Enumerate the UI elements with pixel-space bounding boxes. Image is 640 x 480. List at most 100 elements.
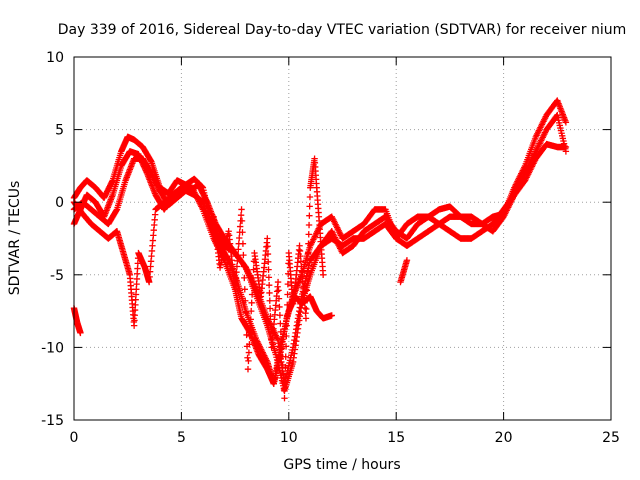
data-point — [267, 313, 274, 320]
data-point — [283, 322, 290, 329]
data-point — [247, 316, 254, 323]
data-point — [303, 287, 311, 294]
data-point — [238, 206, 245, 213]
data-point — [277, 328, 285, 336]
y-tick-label: -10 — [41, 340, 64, 356]
data-point — [248, 291, 256, 298]
data-point — [284, 301, 291, 309]
x-tick-label: 15 — [387, 430, 405, 446]
data-point — [241, 274, 248, 282]
data-point — [250, 266, 257, 273]
data-point — [244, 354, 251, 361]
data-point — [264, 235, 271, 242]
data-point — [305, 231, 312, 238]
data-point — [283, 312, 291, 319]
data-point — [248, 299, 255, 307]
data-point — [282, 363, 289, 371]
data-point — [232, 274, 240, 282]
data-point — [266, 297, 273, 304]
y-tick-label: 10 — [46, 50, 64, 66]
data-point — [278, 336, 285, 344]
data-point — [245, 349, 253, 356]
data-point — [249, 283, 256, 290]
x-tick-label: 0 — [70, 430, 79, 446]
data-point — [232, 280, 239, 287]
data-point — [306, 203, 313, 210]
data-point — [235, 246, 242, 253]
data-point — [304, 277, 311, 285]
data-point — [265, 281, 273, 289]
data-point — [277, 320, 284, 327]
chart-title: Day 339 of 2016, Sidereal Day-to-day VTE… — [58, 22, 627, 38]
data-point — [242, 308, 249, 316]
data-point — [240, 263, 248, 270]
series-spikes — [70, 155, 411, 402]
data-point — [303, 296, 310, 303]
y-axis-ticks: -15 -10 -5 0 5 10 — [41, 50, 611, 429]
data-point — [319, 271, 327, 278]
data-point — [234, 251, 242, 259]
y-tick-label: -5 — [50, 268, 64, 284]
x-axis-label: GPS time / hours — [283, 457, 400, 473]
data-point — [275, 295, 283, 302]
data-point — [280, 378, 287, 385]
y-axis-label: SDTVAR / TECUs — [7, 181, 23, 296]
data-point — [304, 259, 312, 266]
data-point — [282, 353, 289, 360]
data-point — [274, 278, 282, 286]
y-tick-label: -15 — [41, 413, 64, 429]
data-point — [234, 257, 241, 264]
data-point — [279, 370, 287, 377]
data-point — [305, 221, 313, 229]
data-point — [246, 341, 253, 348]
data-point — [265, 266, 272, 273]
data-point — [276, 303, 283, 311]
plot-frame — [73, 56, 612, 421]
x-tick-label: 10 — [280, 430, 298, 446]
x-tick-label: 5 — [177, 430, 186, 446]
data-point — [233, 269, 240, 276]
data-point — [238, 217, 246, 225]
data-point — [284, 280, 292, 288]
data-point — [302, 315, 310, 322]
data-point — [264, 250, 272, 258]
data-point — [248, 307, 255, 315]
data-point — [303, 305, 310, 313]
data-point — [245, 357, 252, 365]
data-point — [247, 324, 254, 331]
x-axis-ticks: 0 5 10 15 20 25 — [70, 57, 620, 446]
data-point — [306, 212, 313, 219]
data-point — [241, 286, 248, 293]
y-tick-label: 0 — [55, 195, 64, 211]
data-point — [305, 240, 312, 247]
data-point — [328, 312, 335, 319]
data-point — [239, 240, 247, 247]
data-point — [275, 287, 282, 294]
data-point — [240, 251, 247, 259]
data-point — [281, 384, 289, 392]
data-point — [304, 249, 312, 257]
data-point — [244, 365, 252, 373]
data-point — [242, 297, 249, 304]
data-point — [403, 257, 411, 264]
data-point — [283, 332, 290, 340]
data-points — [70, 97, 570, 402]
data-point — [243, 331, 250, 339]
data-point — [231, 286, 239, 293]
data-point — [276, 312, 284, 319]
data-point — [264, 243, 271, 250]
data-point — [242, 320, 250, 327]
data-point — [284, 291, 291, 298]
data-point — [281, 395, 288, 402]
data-point — [77, 329, 84, 337]
data-point — [265, 274, 273, 281]
data-point — [562, 119, 570, 126]
y-tick-label: 5 — [55, 123, 64, 139]
data-point — [306, 193, 314, 201]
data-point — [562, 143, 570, 151]
data-point — [278, 345, 285, 352]
data-point — [281, 374, 289, 381]
data-point — [246, 332, 254, 340]
x-tick-label: 20 — [495, 430, 513, 446]
